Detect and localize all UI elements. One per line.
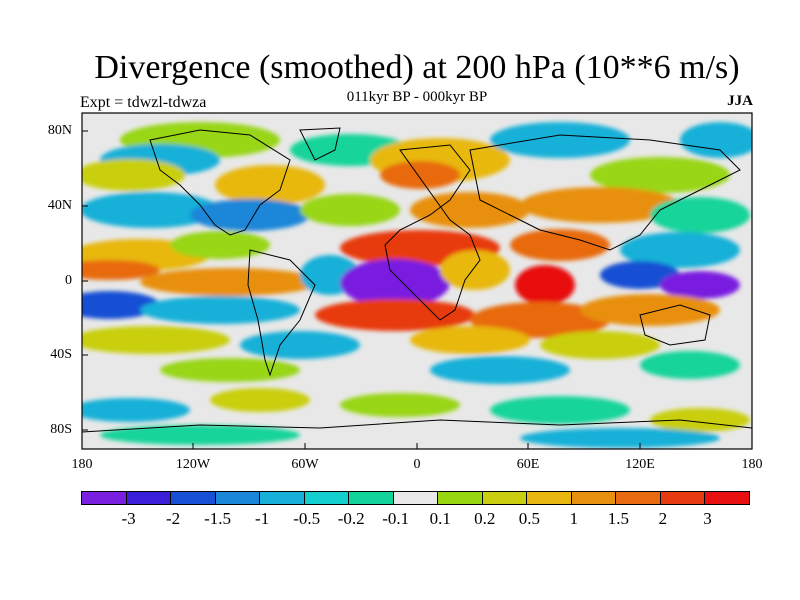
colorbar-swatch (214, 491, 261, 505)
colorbar-swatch (170, 491, 216, 505)
colorbar-swatch (570, 491, 617, 505)
experiment-label: Expt = tdwzl-tdwza (80, 94, 207, 111)
x-tick-label: 60W (291, 457, 319, 472)
x-tick-label: 0 (413, 457, 421, 472)
colorbar-label: 3 (703, 509, 712, 528)
colorbar-label: -0.2 (337, 509, 365, 528)
x-tick-label: 120W (175, 457, 211, 472)
x-tick-label: 180 (741, 457, 763, 472)
colorbar-swatch (659, 491, 706, 505)
x-tick-label: 120E (625, 457, 655, 472)
colorbar-label: 0.1 (429, 509, 451, 528)
colorbar-swatch (704, 491, 750, 505)
colorbar (81, 491, 750, 505)
colorbar-label: -2 (165, 509, 181, 528)
coastlines (82, 127, 752, 433)
colorbar-label: 0.5 (518, 509, 540, 528)
colorbar-label: -3 (121, 509, 136, 528)
y-tick-label: 80S (50, 422, 72, 437)
colorbar-label: 2 (658, 509, 668, 528)
colorbar-label: -1.5 (204, 509, 232, 528)
y-tick-label: 80N (47, 123, 72, 138)
colorbar-swatch (125, 491, 172, 505)
colorbar-swatch (481, 491, 528, 505)
colorbar-label: 1 (569, 509, 579, 528)
colorbar-label: 1.5 (607, 509, 630, 528)
y-tick-label: 40S (50, 347, 72, 362)
tick-marks (82, 130, 641, 449)
colorbar-label: 0.2 (474, 509, 496, 528)
colorbar-label: -0.1 (382, 509, 410, 528)
period-label: 011kyr BP - 000kyr BP (346, 89, 488, 105)
season-label: JJA (727, 93, 753, 109)
x-tick-label: 180 (71, 457, 93, 472)
colorbar-swatch (81, 491, 127, 505)
y-tick-label: 0 (65, 273, 72, 288)
colorbar-swatch (615, 491, 661, 505)
colorbar-swatch (348, 491, 394, 505)
colorbar-swatch (259, 491, 305, 505)
colorbar-label: -0.5 (293, 509, 321, 528)
colorbar-swatch (303, 491, 350, 505)
colorbar-swatch (526, 491, 572, 505)
colorbar-label: -1 (255, 509, 270, 528)
y-tick-label: 40N (47, 198, 72, 213)
plot-title: Divergence (smoothed) at 200 hPa (10**6 … (94, 49, 740, 86)
colorbar-swatch (392, 491, 439, 505)
colorbar-swatch (437, 491, 483, 505)
x-tick-label: 60E (516, 457, 540, 472)
